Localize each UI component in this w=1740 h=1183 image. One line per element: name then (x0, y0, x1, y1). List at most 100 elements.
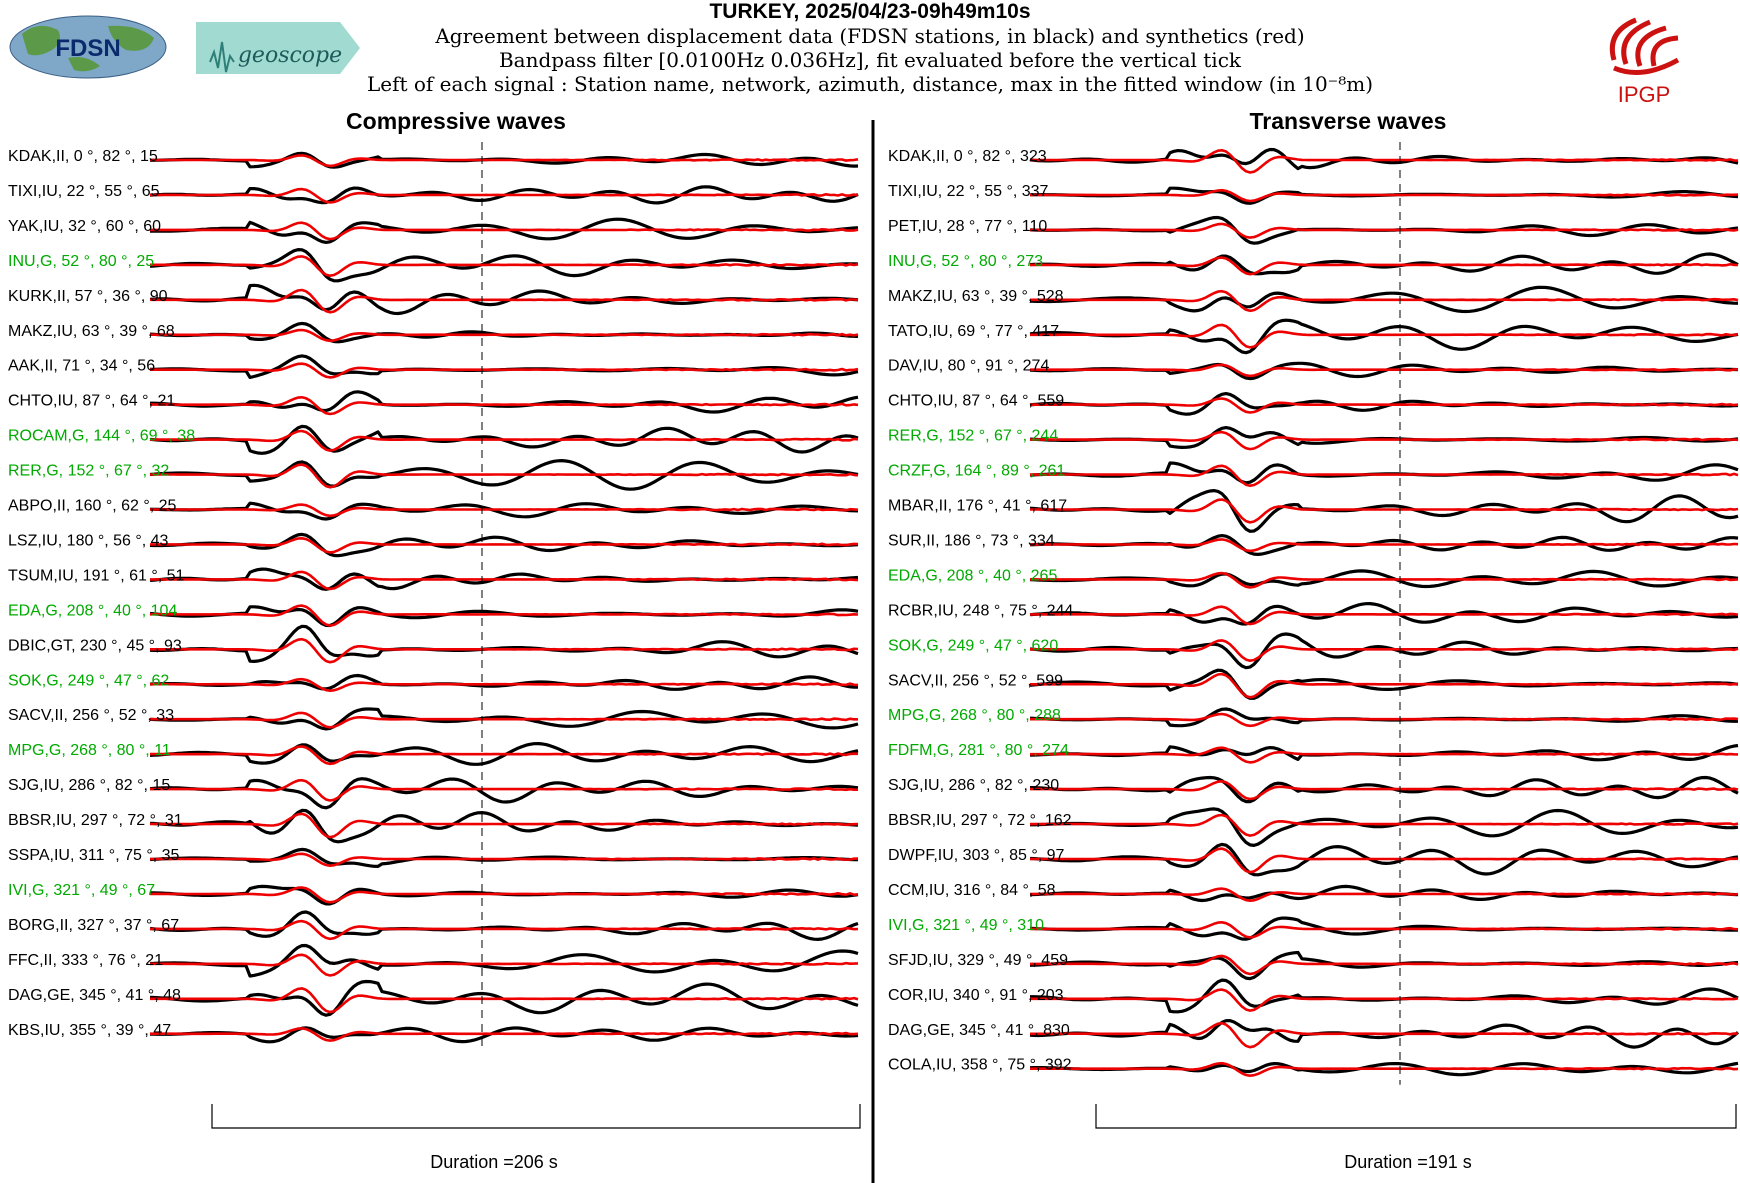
transverse-data-trace (1030, 807, 1739, 848)
compressive-station-label: ROCAM,G, 144 °, 69 °, 38 (8, 428, 195, 445)
compressive-synthetic-trace (150, 677, 859, 693)
transverse-synthetic-trace (1030, 188, 1739, 203)
transverse-data-trace (1029, 842, 1739, 877)
transverse-station-label: FDFM,G, 281 °, 80 °, 274 (888, 742, 1069, 759)
transverse-station-label: CCM,IU, 316 °, 84 °, 58 (888, 882, 1056, 899)
transverse-station-label: CRZF,G, 164 °, 89 °, 261 (888, 463, 1065, 480)
compressive-station-label: CHTO,IU, 87 °, 64 °, 21 (8, 393, 175, 410)
compressive-synthetic-trace (150, 711, 858, 729)
transverse-station-label: KDAK,II, 0 °, 82 °, 323 (888, 148, 1047, 165)
transverse-station-label: IVI,G, 321 °, 49 °, 310 (888, 917, 1044, 934)
compressive-station-label: SACV,II, 256 °, 52 °, 33 (8, 707, 174, 724)
compressive-synthetic-trace (150, 221, 859, 241)
transverse-station-label: SJG,IU, 286 °, 82 °, 230 (888, 777, 1059, 794)
transverse-synthetic-trace (1030, 323, 1739, 349)
compressive-synthetic-trace (150, 463, 859, 489)
compressive-synthetic-trace (150, 953, 859, 977)
compressive-synthetic-trace (150, 570, 859, 591)
compressive-station-label: KBS,IU, 355 °, 39 °, 47 (8, 1022, 171, 1039)
transverse-synthetic-trace (1030, 1061, 1739, 1077)
figure-title: TURKEY, 2025/04/23-09h49m10s (709, 0, 1031, 23)
transverse-synthetic-trace (1030, 813, 1739, 837)
compressive-station-label: BORG,II, 327 °, 37 °, 67 (8, 917, 179, 934)
compressive-station-label: KURK,II, 57 °, 36 °, 90 (8, 288, 168, 305)
transverse-synthetic-trace (1030, 847, 1738, 874)
transverse-data-trace (1029, 489, 1739, 533)
compressive-data-trace (149, 624, 859, 664)
geoscope-logo-text: geoscope (238, 43, 342, 68)
transverse-data-trace (1029, 252, 1739, 276)
transverse-synthetic-trace (1030, 256, 1739, 276)
transverse-data-trace (1030, 775, 1739, 804)
compressive-panel-title: Compressive waves (346, 108, 566, 134)
compressive-synthetic-trace (150, 288, 859, 314)
compressive-synthetic-trace (150, 886, 859, 904)
fdsn-logo-text: FDSN (55, 35, 120, 62)
transverse-station-label: TATO,IU, 69 °, 77 °, 417 (888, 323, 1059, 340)
compressive-synthetic-trace (150, 604, 859, 627)
compressive-station-label: BBSR,IU, 297 °, 72 °, 31 (8, 812, 183, 829)
transverse-duration-label: Duration =191 s (1344, 1152, 1472, 1172)
compressive-data-trace (149, 673, 858, 691)
transverse-station-label: RCBR,IU, 248 °, 75 °, 244 (888, 602, 1073, 619)
transverse-station-label: COR,IU, 340 °, 91 °, 203 (888, 987, 1064, 1004)
transverse-synthetic-trace (1030, 605, 1739, 626)
transverse-station-label: CHTO,IU, 87 °, 64 °, 559 (888, 393, 1064, 410)
compressive-synthetic-trace (150, 745, 859, 766)
compressive-data-trace (149, 459, 859, 491)
transverse-station-label: TIXI,IU, 22 °, 55 °, 337 (888, 183, 1049, 200)
compressive-station-label: TIXI,IU, 22 °, 55 °, 65 (8, 183, 160, 200)
subtitle-line-3: Left of each signal : Station name, netw… (366, 72, 1374, 96)
compressive-duration-bracket (211, 1104, 861, 1129)
transverse-synthetic-trace (1030, 464, 1739, 488)
transverse-station-label: SOK,G, 249 °, 47 °, 620 (888, 637, 1058, 654)
compressive-synthetic-trace (150, 812, 859, 839)
compressive-synthetic-trace (150, 503, 859, 518)
compressive-station-label: LSZ,IU, 180 °, 56 °, 43 (8, 532, 169, 549)
compressive-synthetic-trace (150, 255, 859, 278)
transverse-data-trace (1029, 632, 1739, 670)
transverse-station-label: PET,IU, 28 °, 77 °, 110 (888, 218, 1047, 235)
transverse-data-trace (1029, 318, 1739, 355)
compressive-synthetic-trace (150, 778, 858, 802)
ipgp-logo: IPGP (1609, 17, 1680, 107)
transverse-station-label: SFJD,IU, 329 °, 49 °, 459 (888, 952, 1068, 969)
compressive-duration-label: Duration =206 s (430, 1152, 558, 1172)
compressive-synthetic-trace (150, 362, 859, 379)
compressive-station-label: DAG,GE, 345 °, 41 °, 48 (8, 987, 181, 1004)
compressive-synthetic-trace (150, 395, 859, 416)
transverse-station-label: RER,G, 152 °, 67 °, 244 (888, 428, 1058, 445)
compressive-station-label: DBIC,GT, 230 °, 45 °, 93 (8, 637, 182, 654)
compressive-station-label: AAK,II, 71 °, 34 °, 56 (8, 358, 155, 375)
compressive-synthetic-trace (150, 429, 859, 452)
compressive-data-trace (149, 321, 859, 344)
transverse-station-label: DWPF,IU, 303 °, 85 °, 97 (888, 847, 1065, 864)
compressive-station-label: RER,G, 152 °, 67 °, 32 (8, 463, 169, 480)
transverse-synthetic-trace (1030, 571, 1739, 589)
transverse-synthetic-trace (1030, 887, 1739, 903)
transverse-synthetic-trace (1030, 363, 1738, 378)
compressive-station-label: YAK,IU, 32 °, 60 °, 60 (8, 218, 161, 235)
compressive-data-trace (149, 808, 859, 844)
compressive-data-trace (150, 390, 859, 414)
transverse-station-label: DAV,IU, 80 °, 91 °, 274 (888, 358, 1049, 375)
transverse-synthetic-trace (1030, 1021, 1739, 1049)
transverse-station-label: MAKZ,IU, 63 °, 39 °, 528 (888, 288, 1064, 305)
transverse-station-label: EDA,G, 208 °, 40 °, 265 (888, 567, 1057, 584)
compressive-synthetic-trace (150, 1027, 859, 1042)
transverse-synthetic-trace (1030, 149, 1739, 174)
transverse-synthetic-trace (1030, 954, 1739, 976)
compressive-data-trace (149, 605, 859, 628)
compressive-synthetic-trace (150, 154, 859, 168)
transverse-synthetic-trace (1030, 988, 1739, 1012)
transverse-synthetic-trace (1030, 779, 1739, 801)
compressive-data-trace (149, 501, 859, 521)
transverse-synthetic-trace (1030, 498, 1739, 524)
compressive-station-label: MAKZ,IU, 63 °, 39 °, 68 (8, 323, 175, 340)
transverse-station-label: DAG,GE, 345 °, 41 °, 830 (888, 1022, 1070, 1039)
transverse-panel-title: Transverse waves (1250, 108, 1447, 134)
transverse-synthetic-trace (1030, 222, 1739, 239)
compressive-data-trace (149, 910, 859, 942)
compressive-station-label: IVI,G, 321 °, 49 °, 67 (8, 882, 155, 899)
